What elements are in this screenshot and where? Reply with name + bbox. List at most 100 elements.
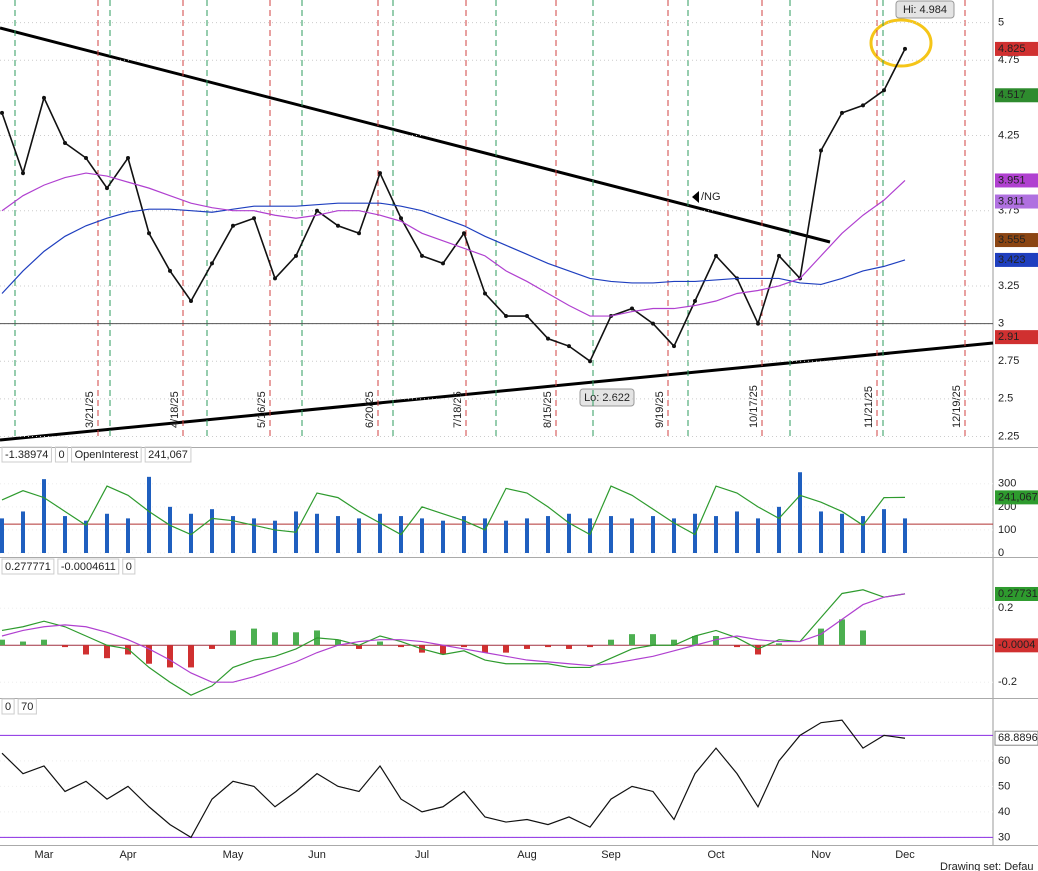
price-point	[252, 216, 256, 221]
price-badge-label: 0.27731	[998, 588, 1038, 600]
lo-label: Lo: 2.622	[584, 392, 630, 404]
histogram-bar	[20, 641, 26, 646]
histogram-bar	[503, 645, 509, 653]
price-point	[21, 171, 25, 176]
price-badge-label: 3.555	[998, 234, 1026, 246]
expiry-label: 11/21/25	[863, 386, 875, 428]
price-point	[63, 140, 67, 145]
histogram-bar	[587, 645, 593, 648]
month-label: Nov	[811, 849, 831, 861]
y-tick-label: 2.25	[998, 430, 1019, 442]
price-point	[294, 253, 298, 258]
volume-bar	[357, 518, 361, 553]
study-box	[1, 446, 52, 463]
histogram-bar	[104, 645, 110, 659]
volume-bar	[819, 511, 823, 553]
price-point	[693, 299, 697, 304]
study-box	[57, 558, 120, 575]
volume-bar	[903, 518, 907, 553]
volume-bar	[609, 516, 613, 553]
price-badge-label: 3.811	[998, 195, 1025, 207]
histogram-bar	[482, 645, 488, 653]
volume-bar	[672, 518, 676, 553]
histogram-bar	[41, 639, 47, 646]
histogram-bar	[146, 645, 152, 664]
series-line	[1, 589, 906, 696]
price-badge-label: 4.825	[998, 43, 1026, 55]
price-point	[189, 299, 193, 304]
y-tick-label: 50	[998, 780, 1010, 792]
volume-bar	[420, 518, 424, 553]
volume-bar	[378, 513, 382, 553]
month-label: Apr	[119, 849, 136, 861]
price-badge-label: 2.91	[998, 331, 1019, 343]
histogram-bar	[251, 628, 257, 646]
series-line	[1, 485, 906, 536]
histogram-bar	[293, 632, 299, 646]
price-badge	[995, 490, 1038, 505]
expiry-label: 8/15/25	[542, 391, 554, 428]
price-point	[42, 95, 46, 100]
hi-label: Hi: 4.984	[903, 4, 947, 16]
histogram-bar	[524, 645, 530, 649]
price-point	[462, 231, 466, 236]
histogram-bar	[440, 645, 446, 655]
histogram-bar	[713, 636, 719, 646]
y-tick-label: 5	[998, 16, 1004, 28]
price-point	[84, 156, 88, 161]
price-badge	[995, 586, 1038, 601]
histogram-bar	[629, 634, 635, 646]
price-point	[168, 268, 172, 273]
volume-bar	[336, 516, 340, 553]
study-box	[122, 558, 136, 575]
histogram-bar	[692, 636, 698, 646]
volume-bar	[525, 518, 529, 553]
price-point	[441, 261, 445, 266]
price-badge	[995, 330, 1038, 345]
volume-bar	[63, 516, 67, 553]
price-point	[840, 110, 844, 115]
volume-bar	[504, 520, 508, 553]
y-tick-label: 3	[998, 317, 1004, 329]
histogram-bar	[839, 619, 845, 646]
month-label: Dec	[895, 849, 915, 861]
volume-bar	[273, 520, 277, 553]
volume-bar	[714, 516, 718, 553]
volume-bar	[126, 518, 130, 553]
histogram-bar	[188, 645, 194, 668]
expiry-label: 10/17/25	[748, 385, 760, 428]
study-box	[1, 698, 15, 715]
expiry-label: 6/20/25	[364, 391, 376, 428]
study-value: -0.0004611	[61, 561, 116, 573]
price-badge	[994, 730, 1038, 746]
y-tick-label: 100	[998, 524, 1016, 536]
month-label: Sep	[601, 849, 621, 861]
volume-bar	[84, 520, 88, 553]
histogram-bar	[398, 645, 404, 648]
y-tick-label: 30	[998, 831, 1010, 843]
price-point	[777, 253, 781, 258]
volume-bar	[231, 516, 235, 553]
volume-bar	[168, 506, 172, 553]
study-value: 70	[21, 701, 33, 713]
price-badge-label: 3.951	[998, 174, 1026, 186]
study-value: 0	[126, 561, 132, 573]
expiry-label: 3/21/25	[84, 391, 96, 428]
study-value: OpenInterest	[75, 449, 139, 461]
price-badge	[995, 173, 1038, 188]
study-box	[144, 446, 192, 463]
price-point	[756, 321, 760, 326]
footer-text: Drawing set: Defau	[940, 861, 1034, 871]
price-point	[378, 171, 382, 176]
expiry-label: 9/19/25	[654, 391, 666, 428]
y-tick-label: 2.75	[998, 355, 1019, 367]
price-point	[567, 344, 571, 349]
volume-bar	[105, 513, 109, 553]
hi-box	[895, 0, 955, 19]
volume-bar	[777, 506, 781, 553]
price-point	[714, 253, 718, 258]
histogram-bar	[167, 645, 173, 668]
volume-bar	[882, 509, 886, 553]
